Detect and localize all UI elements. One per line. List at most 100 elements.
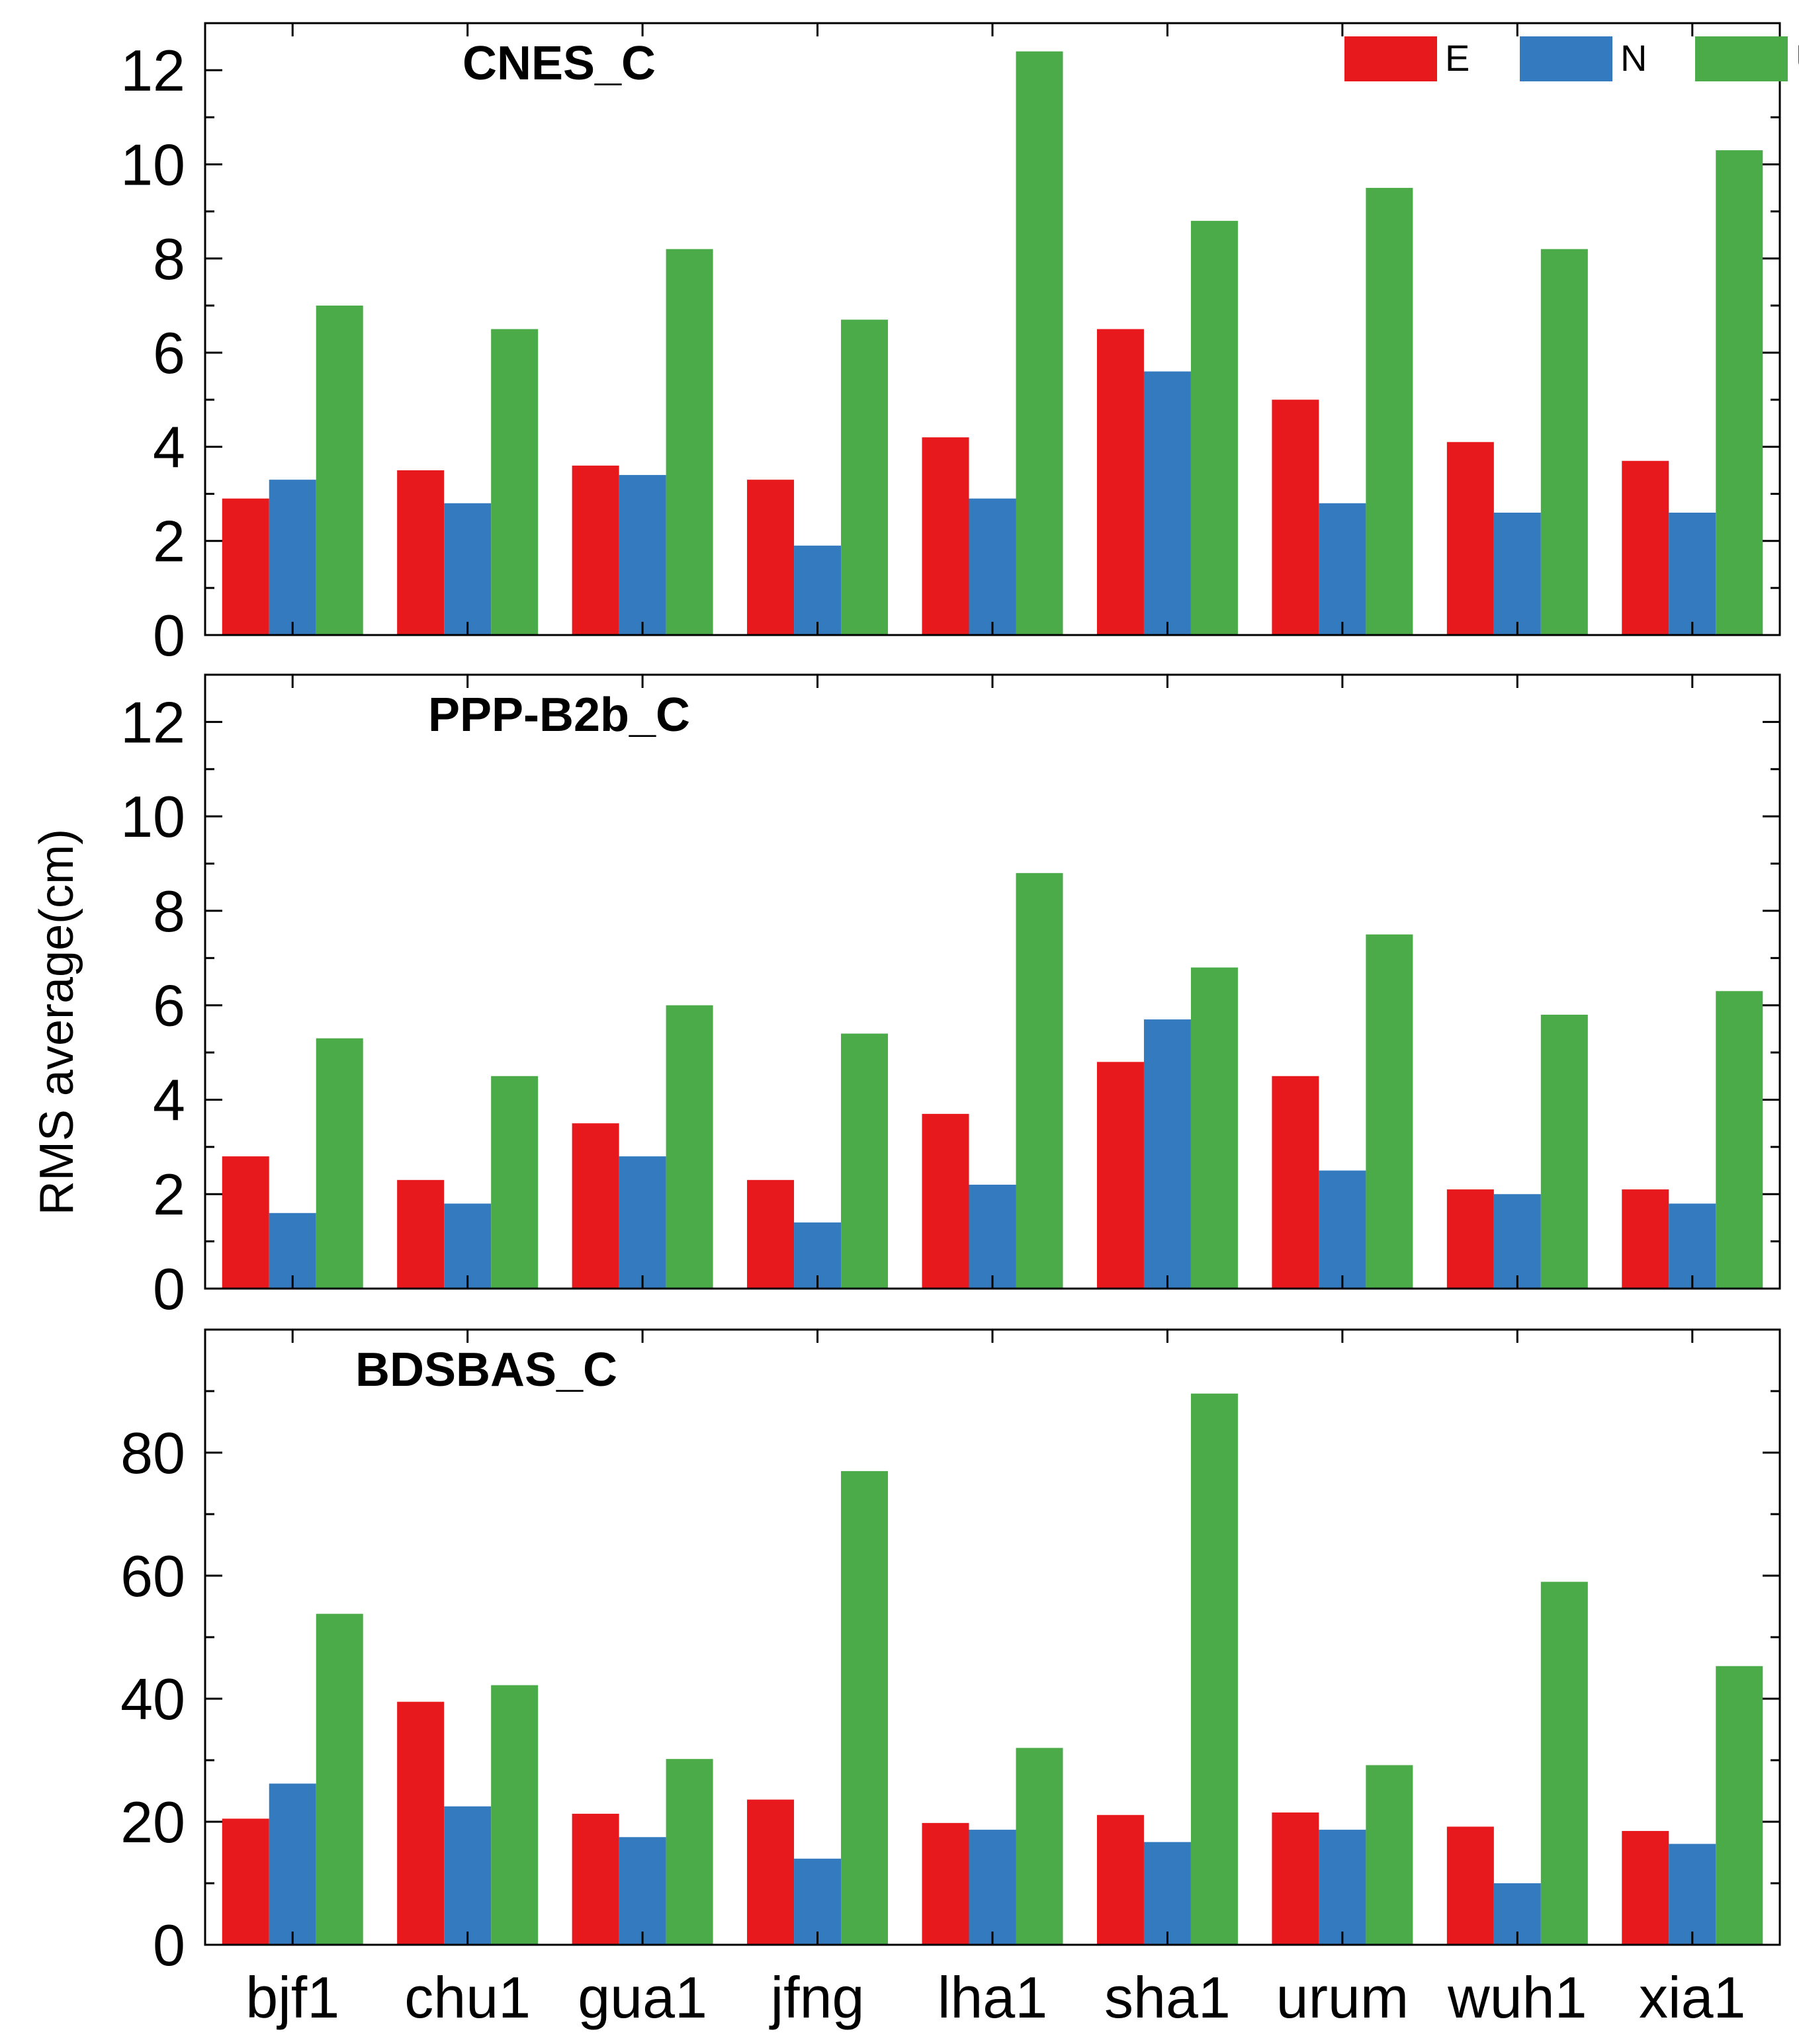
y-tick-label: 2 [153, 1162, 185, 1227]
panel-title: BDSBAS_C [355, 1343, 617, 1396]
bar-U-jfng [841, 1033, 889, 1289]
y-tick-label: 0 [153, 603, 185, 668]
y-tick-label: 6 [153, 320, 185, 386]
bar-U-jfng [841, 1470, 889, 1945]
bar-N-gua1 [619, 475, 666, 635]
bar-U-urum [1366, 188, 1413, 635]
bar-E-urum [1272, 1076, 1319, 1289]
panel-title: PPP-B2b_C [428, 689, 690, 742]
bar-U-wuh1 [1540, 1014, 1588, 1289]
bar-U-sha1 [1190, 220, 1238, 635]
bar-E-chu1 [397, 1701, 445, 1945]
x-tick-label: sha1 [1104, 1965, 1231, 2030]
bar-U-chu1 [491, 329, 539, 635]
legend-swatch-N [1520, 36, 1612, 81]
bar-E-bjf1 [222, 1156, 269, 1289]
panel-title: CNES_C [462, 37, 656, 90]
bar-U-chu1 [491, 1076, 539, 1289]
y-tick-label: 2 [153, 509, 185, 574]
bar-U-lha1 [1016, 1748, 1063, 1945]
y-tick-label: 80 [120, 1420, 185, 1486]
bar-E-xia1 [1622, 1189, 1669, 1289]
y-tick-label: 10 [120, 784, 185, 849]
legend-swatch-E [1344, 36, 1437, 81]
bar-N-lha1 [969, 1184, 1016, 1289]
y-axis-label: RMS average(cm) [30, 829, 83, 1215]
bar-E-xia1 [1622, 460, 1669, 635]
legend-swatch-U [1695, 36, 1788, 81]
bar-U-bjf1 [316, 305, 363, 635]
bar-E-wuh1 [1446, 442, 1494, 635]
bar-N-gua1 [619, 1837, 666, 1945]
bar-U-gua1 [666, 1005, 713, 1289]
y-tick-label: 12 [120, 689, 185, 755]
legend-label-E: E [1445, 37, 1470, 79]
bar-E-sha1 [1096, 1062, 1144, 1289]
y-tick-label: 8 [153, 878, 185, 944]
bar-U-urum [1366, 934, 1413, 1289]
bar-E-xia1 [1622, 1830, 1669, 1945]
bar-N-bjf1 [269, 1783, 316, 1945]
legend-label-U: U [1796, 37, 1799, 79]
x-tick-label: lha1 [938, 1965, 1047, 2030]
bar-U-chu1 [491, 1685, 539, 1945]
bar-U-wuh1 [1540, 249, 1588, 635]
bar-E-gua1 [572, 1813, 619, 1945]
y-tick-label: 6 [153, 973, 185, 1039]
panel-3: 0 20 40 60 80 bjf1 chu1 gua1 jfng lha1 sha1 urum wuh… [120, 1328, 1781, 2030]
bar-U-urum [1366, 1765, 1413, 1945]
bar-N-wuh1 [1493, 513, 1541, 635]
y-tick-label: 40 [120, 1666, 185, 1732]
bar-U-wuh1 [1540, 1582, 1588, 1945]
y-tick-label: 0 [153, 1912, 185, 1978]
bar-E-jfng [747, 480, 795, 635]
bar-N-sha1 [1143, 1842, 1191, 1945]
bar-E-sha1 [1096, 329, 1144, 635]
x-tick-label: jfng [769, 1965, 865, 2030]
bar-E-chu1 [397, 470, 445, 635]
x-tick-label: wuh1 [1447, 1965, 1587, 2030]
bar-U-bjf1 [316, 1038, 363, 1289]
legend: ENU [1344, 36, 1799, 81]
bar-E-gua1 [572, 465, 619, 635]
bar-E-jfng [747, 1179, 795, 1289]
bar-N-urum [1319, 1170, 1366, 1289]
y-tick-label: 12 [120, 38, 185, 103]
bar-U-xia1 [1716, 1666, 1763, 1945]
bar-U-sha1 [1190, 1393, 1238, 1945]
bar-N-wuh1 [1493, 1194, 1541, 1289]
bar-E-bjf1 [222, 498, 269, 635]
bar-U-lha1 [1016, 51, 1063, 635]
bar-N-jfng [794, 545, 842, 635]
bar-N-gua1 [619, 1156, 666, 1289]
bar-E-urum [1272, 1812, 1319, 1945]
bar-N-urum [1319, 503, 1366, 635]
bar-E-gua1 [572, 1123, 619, 1289]
bar-E-wuh1 [1446, 1189, 1494, 1289]
y-tick-label: 4 [153, 1067, 185, 1132]
bar-N-lha1 [969, 1830, 1016, 1945]
bar-E-lha1 [922, 1113, 969, 1289]
bar-U-lha1 [1016, 873, 1063, 1289]
x-tick-label: chu1 [404, 1965, 531, 2030]
bar-N-bjf1 [269, 480, 316, 635]
y-tick-label: 0 [153, 1256, 185, 1322]
bar-N-urum [1319, 1830, 1366, 1945]
bar-N-chu1 [444, 1806, 492, 1945]
y-tick-label: 4 [153, 414, 185, 480]
bar-U-xia1 [1716, 991, 1763, 1289]
y-tick-label: 10 [120, 132, 185, 197]
bar-U-jfng [841, 319, 889, 635]
panel-1: 0 2 4 6 8 10 12 CNES_C E N U [120, 22, 1799, 668]
legend-label-N: N [1620, 37, 1647, 79]
bar-E-lha1 [922, 437, 969, 635]
bar-N-lha1 [969, 498, 1016, 635]
x-tick-label: urum [1276, 1965, 1409, 2030]
x-tick-label: gua1 [578, 1965, 707, 2030]
x-tick-label: xia1 [1639, 1965, 1745, 2030]
bar-E-chu1 [397, 1179, 445, 1289]
bar-N-xia1 [1669, 513, 1716, 635]
bar-N-chu1 [444, 1203, 492, 1289]
bar-N-sha1 [1143, 371, 1191, 635]
